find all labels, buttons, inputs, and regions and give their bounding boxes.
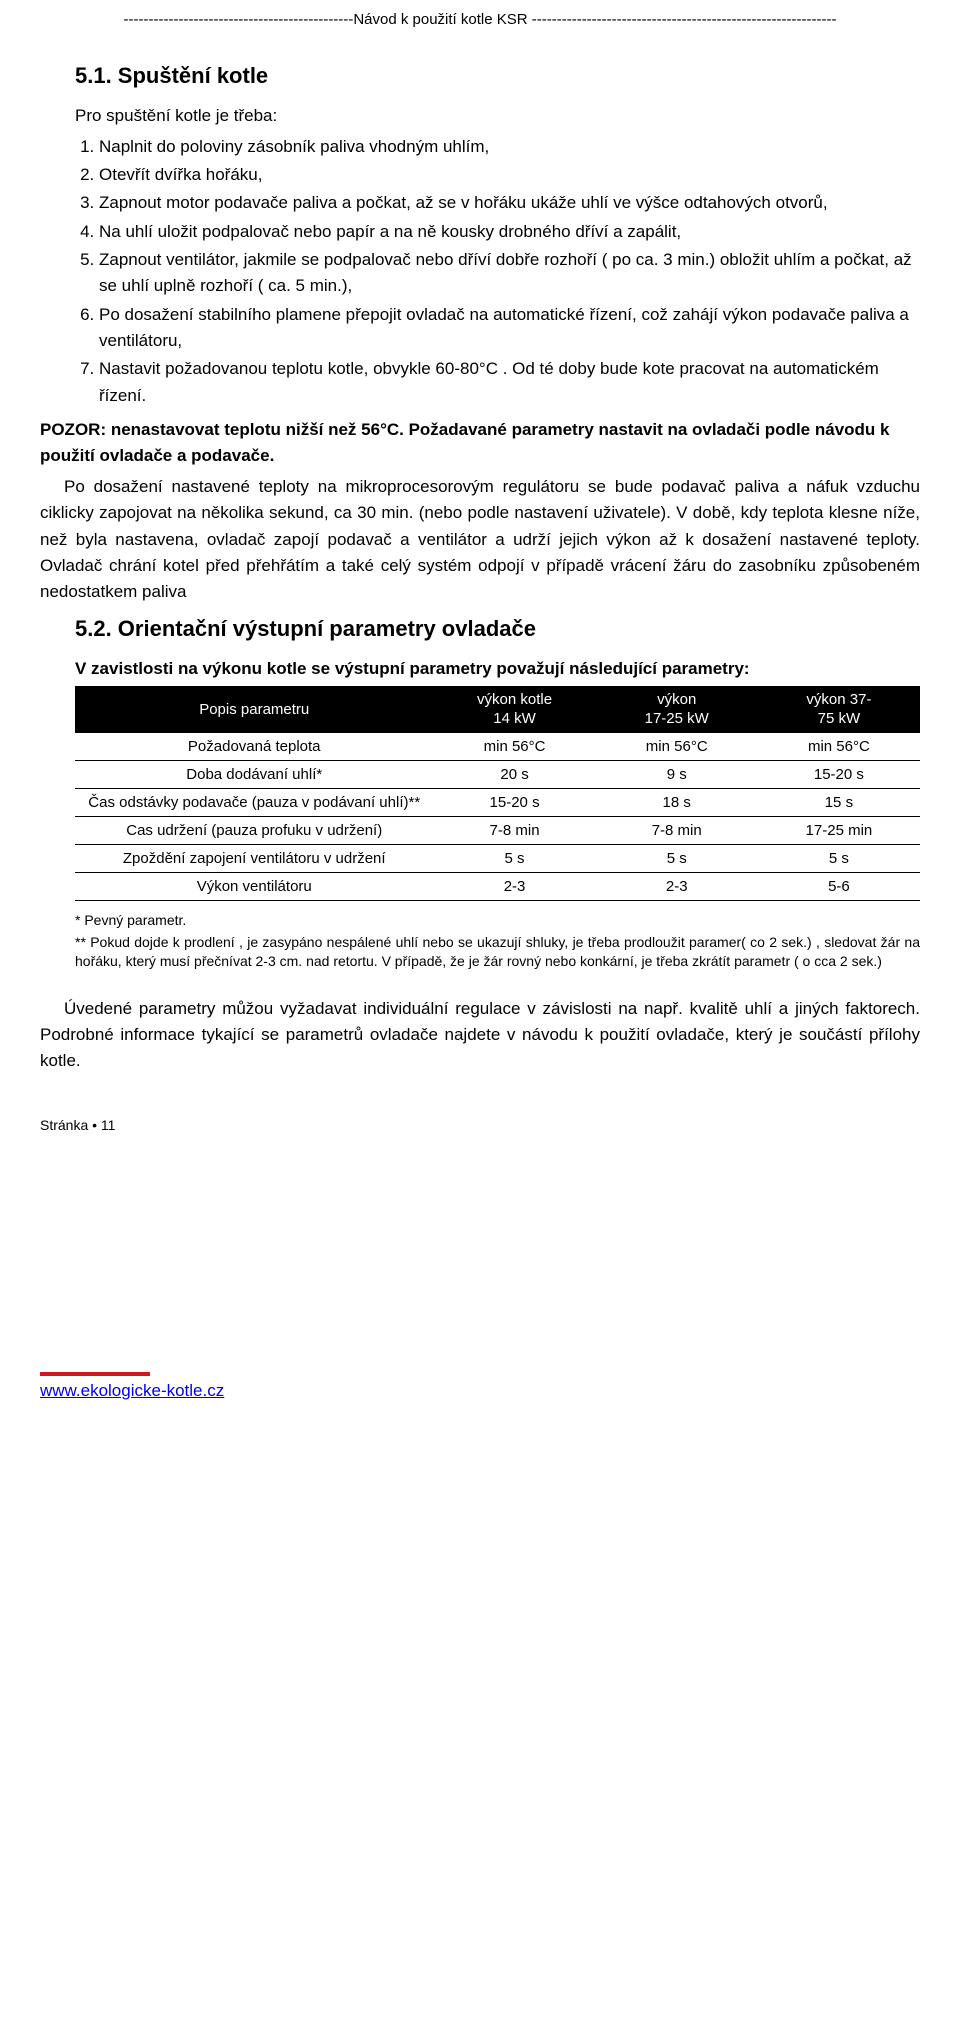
header-rule: ----------------------------------------… bbox=[40, 8, 920, 31]
table-header: výkon 37-75 kW bbox=[758, 686, 920, 733]
step-item: Otevřít dvířka hořáku, bbox=[99, 162, 920, 188]
table-cell: 5-6 bbox=[758, 872, 920, 900]
table-cell: Výkon ventilátoru bbox=[75, 872, 433, 900]
section-5-1-title: 5.1. Spuštění kotle bbox=[75, 59, 920, 93]
table-row: Cas udržení (pauza profuku v udržení) 7-… bbox=[75, 816, 920, 844]
section-5-1-paragraph: Po dosažení nastavené teploty na mikropr… bbox=[40, 474, 920, 606]
table-row: Doba dodávaní uhlí* 20 s 9 s 15-20 s bbox=[75, 760, 920, 788]
table-cell: min 56°C bbox=[758, 733, 920, 761]
table-cell: 7-8 min bbox=[596, 816, 758, 844]
table-intro: V zavistlosti na výkonu kotle se výstupn… bbox=[40, 656, 920, 682]
table-cell: 15-20 s bbox=[433, 788, 595, 816]
table-cell: Požadovaná teplota bbox=[75, 733, 433, 761]
table-cell: 17-25 min bbox=[758, 816, 920, 844]
table-row: Požadovaná teplota min 56°C min 56°C min… bbox=[75, 733, 920, 761]
section-5-1-intro: Pro spuštění kotle je třeba: bbox=[75, 103, 920, 129]
footer-link[interactable]: www.ekologicke-kotle.cz bbox=[40, 1381, 224, 1400]
table-header: výkon17-25 kW bbox=[596, 686, 758, 733]
table-cell: 2-3 bbox=[433, 872, 595, 900]
table-cell: 5 s bbox=[433, 844, 595, 872]
table-header: výkon kotle14 kW bbox=[433, 686, 595, 733]
table-row: Výkon ventilátoru 2-3 2-3 5-6 bbox=[75, 872, 920, 900]
step-item: Naplnit do poloviny zásobník paliva vhod… bbox=[99, 134, 920, 160]
table-cell: min 56°C bbox=[433, 733, 595, 761]
step-item: Zapnout ventilátor, jakmile se podpalova… bbox=[99, 247, 920, 300]
table-cell: min 56°C bbox=[596, 733, 758, 761]
table-row: Čas odstávky podavače (pauza v podávaní … bbox=[75, 788, 920, 816]
step-item: Nastavit požadovanou teplotu kotle, obvy… bbox=[99, 356, 920, 409]
footer-accent-bar bbox=[40, 1372, 150, 1376]
table-cell: 2-3 bbox=[596, 872, 758, 900]
steps-list: Naplnit do poloviny zásobník paliva vhod… bbox=[75, 134, 920, 409]
footnote-2: ** Pokud dojde k prodlení , je zasypáno … bbox=[75, 933, 920, 972]
table-cell: 20 s bbox=[433, 760, 595, 788]
table-cell: 15-20 s bbox=[758, 760, 920, 788]
table-cell: 7-8 min bbox=[433, 816, 595, 844]
table-header: Popis parametru bbox=[75, 686, 433, 733]
step-item: Po dosažení stabilního plamene přepojit … bbox=[99, 302, 920, 355]
table-cell: 18 s bbox=[596, 788, 758, 816]
table-cell: 5 s bbox=[758, 844, 920, 872]
table-cell: 9 s bbox=[596, 760, 758, 788]
footnote-1: * Pevný parametr. bbox=[75, 911, 920, 931]
closing-paragraph: Úvedené parametry můžou vyžadavat indivi… bbox=[40, 996, 920, 1075]
table-row: Zpoždění zapojení ventilátoru v udržení … bbox=[75, 844, 920, 872]
section-5-2-title: 5.2. Orientační výstupní parametry ovlad… bbox=[75, 612, 920, 646]
table-cell: 5 s bbox=[596, 844, 758, 872]
table-cell: Doba dodávaní uhlí* bbox=[75, 760, 433, 788]
step-item: Na uhlí uložit podpalovač nebo papír a n… bbox=[99, 219, 920, 245]
table-cell: Čas odstávky podavače (pauza v podávaní … bbox=[75, 788, 433, 816]
table-cell: Cas udržení (pauza profuku v udržení) bbox=[75, 816, 433, 844]
warning-pozor: POZOR: nenastavovat teplotu nižší než 56… bbox=[40, 417, 920, 470]
table-cell: 15 s bbox=[758, 788, 920, 816]
step-item: Zapnout motor podavače paliva a počkat, … bbox=[99, 190, 920, 216]
page-number: Stránka • 11 bbox=[40, 1115, 920, 1137]
params-table: Popis parametru výkon kotle14 kW výkon17… bbox=[75, 686, 920, 901]
table-cell: Zpoždění zapojení ventilátoru v udržení bbox=[75, 844, 433, 872]
